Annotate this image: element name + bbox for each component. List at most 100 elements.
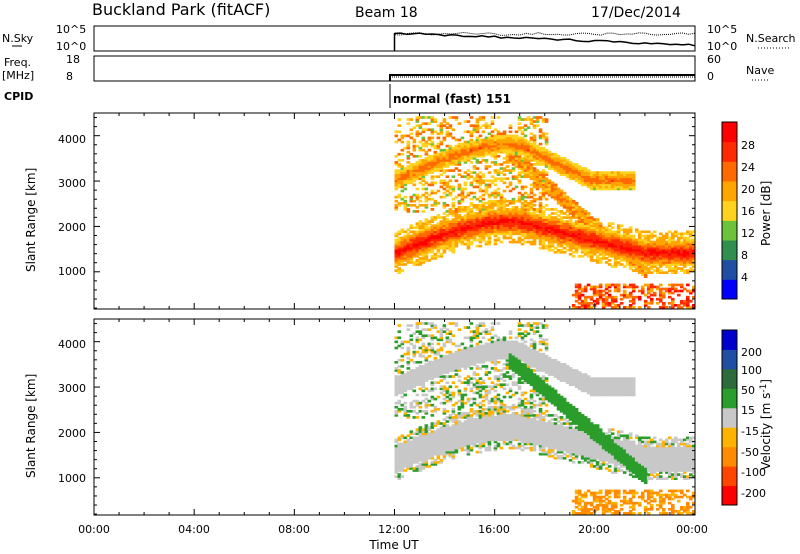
velocity-cell xyxy=(475,422,480,425)
power-cell xyxy=(499,197,504,201)
power-cell xyxy=(433,252,438,256)
velocity-cell xyxy=(463,448,468,452)
power-cell xyxy=(625,228,630,232)
power-cell xyxy=(508,222,513,225)
power-cell xyxy=(541,118,546,121)
power-cell xyxy=(427,234,432,238)
velocity-cell xyxy=(472,336,477,340)
power-cell xyxy=(667,252,672,256)
velocity-cell xyxy=(451,352,456,356)
power-cell xyxy=(607,232,612,236)
velocity-cell xyxy=(460,348,465,352)
power-cell xyxy=(418,177,423,181)
power-cell xyxy=(502,220,507,223)
power-cell xyxy=(523,159,528,162)
power-cell xyxy=(535,157,540,160)
velocity-cell xyxy=(478,393,483,397)
power-cell xyxy=(424,236,429,240)
power-cell xyxy=(430,154,435,158)
velocity-cell xyxy=(484,330,489,333)
power-cell xyxy=(613,261,618,264)
power-cell xyxy=(628,265,633,268)
power-cell xyxy=(487,183,492,187)
velocity-cell xyxy=(466,434,471,438)
power-cell xyxy=(451,157,456,160)
power-cell xyxy=(442,250,447,254)
velocity-cell xyxy=(430,395,435,399)
power-cell xyxy=(604,234,609,238)
velocity-cell xyxy=(454,426,459,429)
freq-tick-bottom: 8 xyxy=(66,70,73,83)
power-cell xyxy=(559,173,564,176)
power-cell xyxy=(628,187,633,191)
velocity-cell xyxy=(436,448,441,452)
velocity-cell xyxy=(406,346,411,350)
power-cell xyxy=(406,122,411,125)
velocity-cell xyxy=(421,448,426,452)
velocity-cell xyxy=(475,346,480,350)
power-cell xyxy=(574,236,579,240)
power-cell xyxy=(499,230,504,234)
power-cell xyxy=(520,234,525,238)
velocity-cell xyxy=(415,469,420,472)
power-cell xyxy=(526,206,531,209)
power-cell xyxy=(490,130,495,134)
velocity-cell xyxy=(460,360,465,364)
power-cell xyxy=(577,242,582,246)
power-cell xyxy=(502,167,507,170)
velocity-cell xyxy=(484,412,489,415)
power-cell xyxy=(646,306,651,309)
power-cell xyxy=(601,306,606,309)
power-cell xyxy=(661,259,666,262)
power-cell xyxy=(655,259,660,262)
power-cell xyxy=(412,250,417,254)
velocity-cell xyxy=(451,360,456,364)
power-cell xyxy=(631,261,636,264)
power-cell xyxy=(430,244,435,248)
power-cell xyxy=(577,238,582,242)
power-cell xyxy=(556,218,561,221)
velocity-cell xyxy=(406,356,411,360)
power-cell xyxy=(544,150,549,154)
velocity-cell xyxy=(478,350,483,354)
power-cell xyxy=(607,250,612,254)
power-cell xyxy=(628,246,633,250)
power-cell xyxy=(679,246,684,250)
velocity-cell xyxy=(442,369,447,372)
power-cell xyxy=(481,206,486,209)
power-cell xyxy=(592,171,597,174)
power-cell xyxy=(412,261,417,264)
power-cell xyxy=(394,134,399,138)
velocity-cell xyxy=(397,379,402,382)
power-cell xyxy=(664,232,669,236)
power-cell xyxy=(595,242,600,246)
velocity-cell xyxy=(487,446,492,450)
power-cell xyxy=(685,252,690,256)
velocity-cell xyxy=(460,397,465,401)
power-cell xyxy=(409,195,414,199)
velocity-cell xyxy=(406,348,411,352)
power-cell xyxy=(634,228,639,232)
velocity-cell xyxy=(487,332,492,336)
power-cell xyxy=(415,210,420,213)
power-cell xyxy=(604,244,609,248)
power-cell xyxy=(514,230,519,234)
power-cell xyxy=(646,261,651,264)
power-cell xyxy=(529,187,534,191)
power-cell xyxy=(616,250,621,254)
velocity-cell xyxy=(484,432,489,436)
power-cell xyxy=(400,250,405,254)
power-cell xyxy=(454,214,459,217)
velocity-cell xyxy=(427,363,432,366)
power-cell xyxy=(424,226,429,230)
power-cell xyxy=(649,301,654,305)
power-cell xyxy=(544,157,549,160)
velocity-cell xyxy=(460,414,465,417)
power-cell xyxy=(607,255,612,258)
power-cell xyxy=(517,208,522,211)
velocity-cell xyxy=(484,344,489,348)
power-cell xyxy=(652,240,657,244)
power-cell xyxy=(541,222,546,225)
power-cell xyxy=(427,167,432,170)
velocity-cell xyxy=(442,365,447,368)
